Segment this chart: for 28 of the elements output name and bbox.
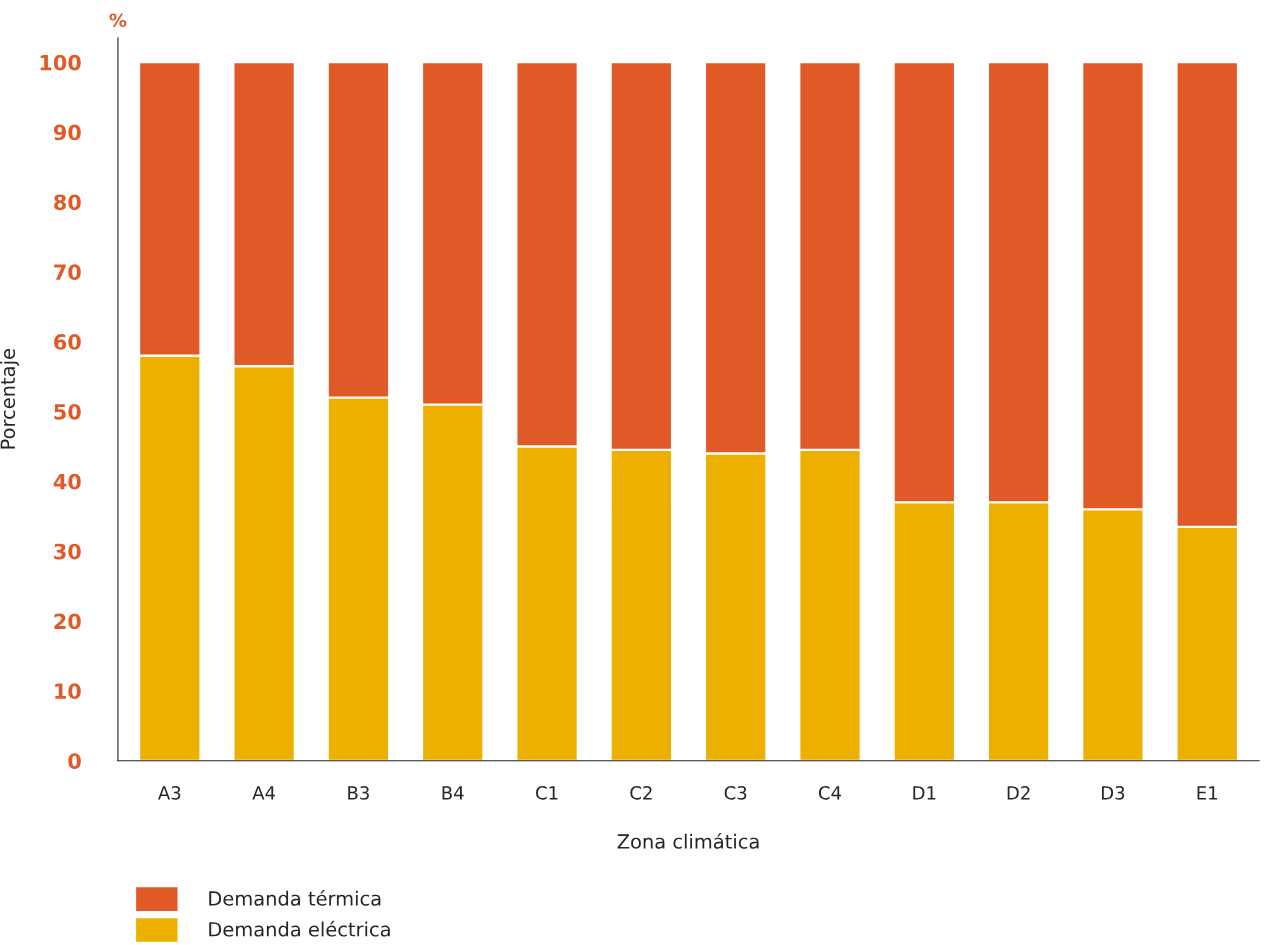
x-tick-label: D1 [913, 786, 936, 800]
y-axis-title: Porcentaje [0, 349, 19, 449]
y-tick-label: 10 [55, 683, 81, 700]
y-tick-label: 0 [68, 753, 81, 769]
x-tick-label: C2 [630, 786, 652, 800]
y-tick-label: 70 [54, 264, 81, 280]
x-tick-label: E1 [1197, 786, 1218, 800]
x-tick-label: D3 [1102, 786, 1125, 800]
y-tick-label: 100 [40, 54, 81, 71]
y-tick-label: 20 [54, 613, 81, 630]
x-tick-label: D2 [1007, 786, 1030, 800]
y-tick-label: 40 [53, 473, 81, 490]
y-tick-label: 30 [54, 543, 81, 560]
legend-label: Demanda eléctrica [209, 920, 390, 937]
x-axis-title: Zona climática [617, 832, 759, 849]
y-tick-label: 80 [54, 194, 81, 211]
y-tick-label: 50 [54, 403, 81, 420]
text: % [109, 13, 127, 28]
x-tick-label: C3 [724, 786, 747, 800]
x-tick-label: A3 [158, 786, 181, 800]
x-tick-label: B3 [348, 786, 369, 800]
x-tick-label: A4 [252, 786, 276, 800]
x-tick-label: C4 [818, 786, 842, 800]
x-tick-label: C1 [536, 786, 558, 800]
x-tick-label: B4 [442, 786, 464, 800]
legend-label: Demanda térmica [209, 889, 381, 906]
y-tick-label: 60 [54, 334, 81, 350]
y-tick-label: 90 [53, 124, 81, 141]
